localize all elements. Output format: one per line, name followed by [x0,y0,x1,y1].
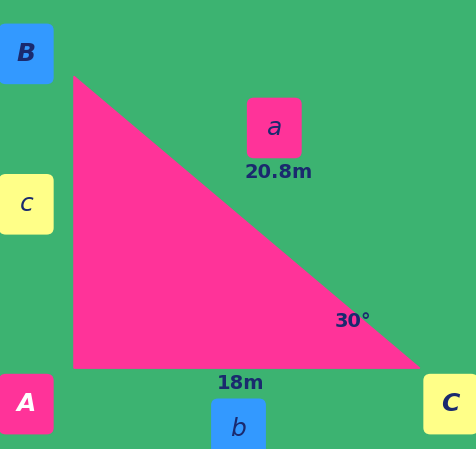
Text: A: A [17,392,36,416]
FancyBboxPatch shape [0,23,53,84]
Text: B: B [17,42,36,66]
Text: C: C [441,392,459,416]
FancyBboxPatch shape [210,399,265,449]
Text: c: c [20,192,33,216]
FancyBboxPatch shape [246,98,301,158]
Text: 20.8m: 20.8m [244,163,313,182]
Text: 30°: 30° [334,312,371,330]
Text: 18m: 18m [217,374,264,393]
FancyBboxPatch shape [0,174,53,234]
FancyBboxPatch shape [422,374,476,435]
Polygon shape [74,76,419,368]
Text: a: a [266,116,281,140]
FancyBboxPatch shape [0,374,53,435]
Text: b: b [230,417,246,441]
